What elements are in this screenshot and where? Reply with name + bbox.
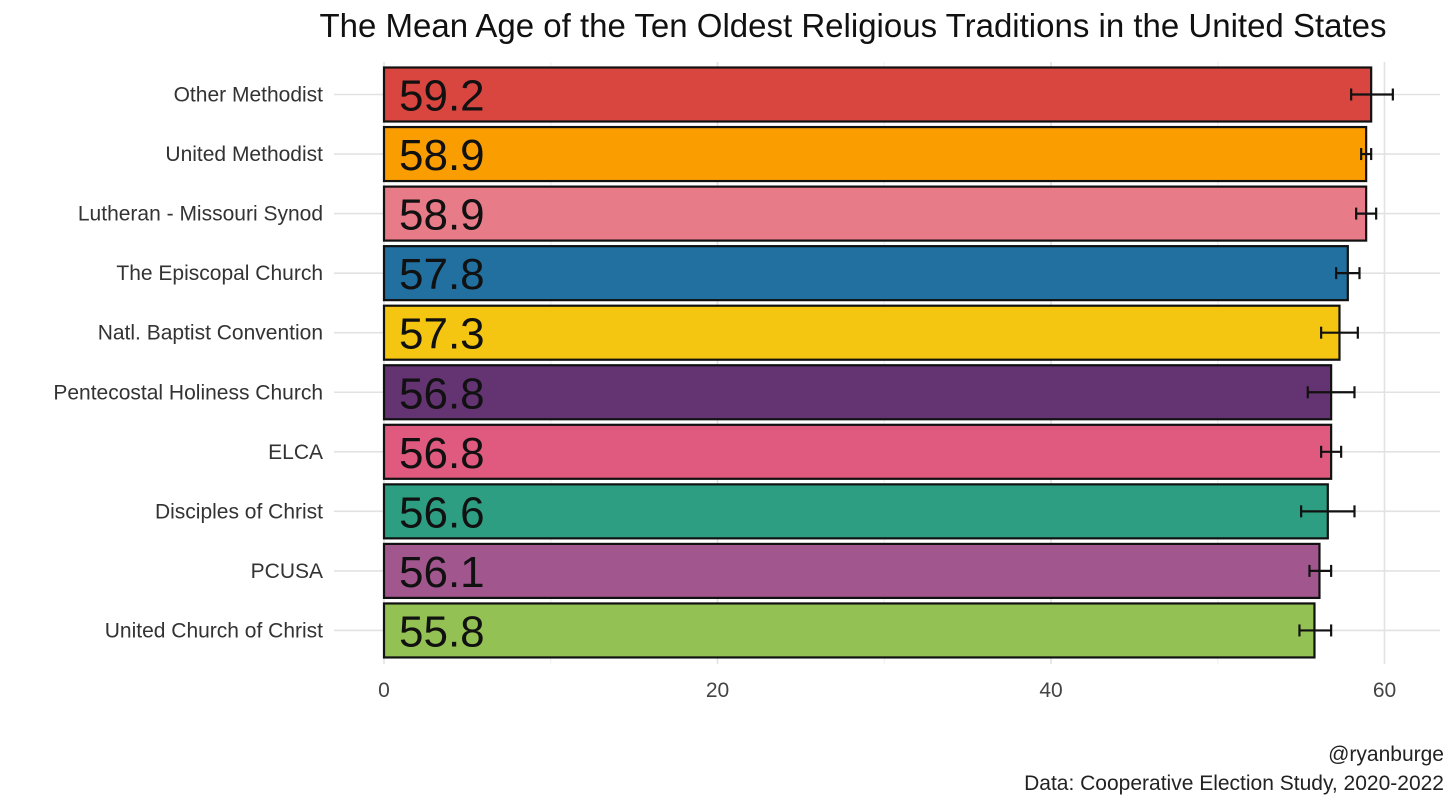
error-bar (1306, 386, 1356, 399)
bar-value-label: 58.9 (399, 191, 485, 240)
error-bar (1320, 445, 1343, 458)
category-labels: Other Methodist United Methodist Lutheran … (53, 84, 323, 643)
bar (382, 364, 1333, 421)
error-bar (1320, 326, 1359, 339)
category-label: Pentecostal Holiness Church (53, 381, 323, 404)
caption-handle: @ryanburge (1328, 743, 1444, 766)
category-label: Disciples of Christ (155, 500, 323, 523)
bar-value-label: 56.1 (399, 548, 485, 597)
error-bar (1308, 564, 1333, 577)
bar (382, 483, 1329, 540)
bar-value-label: 57.8 (399, 250, 485, 299)
bar (382, 125, 1368, 183)
x-tick-label: 0 (378, 679, 390, 702)
error-bar (1355, 207, 1378, 220)
error-bar (1350, 88, 1394, 101)
bar-value-label: 56.6 (399, 488, 485, 537)
bar-value-label: 58.9 (399, 131, 485, 180)
bar (382, 185, 1368, 242)
category-label: Other Methodist (174, 84, 324, 107)
error-bar (1335, 267, 1361, 280)
error-bar (1298, 624, 1333, 637)
bar (382, 66, 1373, 123)
bar-value-label: 59.2 (399, 72, 485, 121)
error-bars (1298, 88, 1394, 637)
chart-title: The Mean Age of the Ten Oldest Religious… (319, 7, 1386, 44)
bars (382, 66, 1373, 659)
x-tick-label: 40 (1039, 679, 1062, 702)
bar-value-label: 57.3 (399, 310, 485, 359)
x-axis-ticks: 0 20 40 60 (378, 679, 1396, 702)
bar-value-label: 56.8 (399, 429, 485, 478)
error-bar (1300, 505, 1356, 518)
category-label: United Church of Christ (105, 619, 323, 642)
bar-value-label: 56.8 (399, 369, 485, 418)
category-label: ELCA (268, 441, 323, 464)
x-tick-label: 20 (706, 679, 729, 702)
value-labels: 59.2 58.9 58.9 57.8 57.3 56.8 56.8 56.6 56.1 55.8 (399, 72, 485, 657)
bar (382, 304, 1341, 361)
bar (382, 423, 1333, 480)
x-tick-label: 60 (1373, 679, 1396, 702)
category-label: The Episcopal Church (116, 262, 323, 285)
caption-source: Data: Cooperative Election Study, 2020-2… (1024, 772, 1444, 795)
bar (382, 542, 1321, 600)
bar (382, 245, 1349, 302)
bar-value-label: 55.8 (399, 607, 485, 656)
category-label: Lutheran - Missouri Synod (78, 203, 323, 226)
category-label: PCUSA (251, 560, 323, 583)
error-bar (1360, 148, 1373, 161)
category-label: Natl. Baptist Convention (98, 322, 323, 345)
category-label: United Methodist (165, 143, 323, 166)
bar (382, 602, 1316, 659)
